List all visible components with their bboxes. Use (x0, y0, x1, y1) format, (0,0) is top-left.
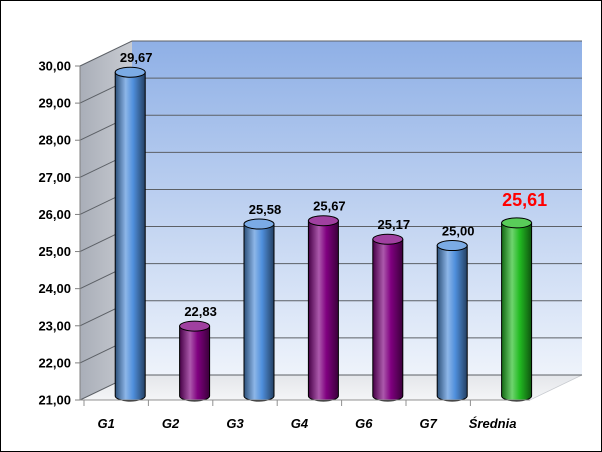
x-tick-label: G2 (162, 416, 180, 431)
bar-top (436, 240, 468, 252)
y-tick-label: 30,00 (38, 59, 71, 74)
y-tick-label: 27,00 (38, 170, 71, 185)
bar-body (307, 220, 339, 402)
bar-top (501, 217, 533, 229)
bar-body (372, 238, 404, 402)
bar-top (243, 218, 275, 230)
bar-G3 (243, 218, 275, 402)
data-label: 25,17 (378, 217, 411, 232)
bar-top (179, 320, 211, 332)
gridline (79, 40, 582, 67)
y-tick-label: 28,00 (38, 133, 71, 148)
bar-G6 (372, 233, 404, 402)
bar-body (114, 71, 146, 402)
x-axis: G1 G2 G3 G4 G6 G7 Średnia (80, 399, 530, 431)
data-label: 22,83 (184, 304, 217, 319)
y-tick-label: 24,00 (38, 281, 71, 296)
bar-top (114, 66, 146, 78)
y-tick-label: 22,00 (38, 355, 71, 370)
bar-G4 (307, 215, 339, 402)
x-tick-label: G4 (291, 416, 309, 431)
y-tick-label: 29,00 (38, 96, 71, 111)
bar-body (243, 223, 275, 402)
y-axis: 21,00 22,00 23,00 24,00 25,00 26,00 27,00 28,00… (38, 59, 81, 408)
y-tick-label: 21,00 (38, 393, 71, 408)
bar-body (436, 245, 468, 402)
x-tick-label: G6 (355, 416, 373, 431)
data-label: 25,58 (249, 202, 282, 217)
y-tick-label: 25,00 (38, 244, 71, 259)
data-label: 25,67 (313, 199, 346, 214)
data-label: 25,61 (502, 190, 547, 210)
bar-G2 (179, 320, 211, 402)
bar-top (372, 233, 404, 245)
x-tick-label: G1 (98, 416, 115, 431)
bar-top (307, 215, 339, 227)
x-tick-label: Średnia (469, 416, 517, 431)
bar-body (501, 222, 533, 402)
bar-Średnia (501, 217, 533, 402)
y-tick-label: 26,00 (38, 207, 71, 222)
bar-G7 (436, 240, 468, 402)
bars: 29,67 22,83 25,58 25,67 25,17 25,00 25,61 (114, 50, 547, 402)
data-label: 29,67 (120, 50, 153, 65)
bar-body (179, 325, 211, 402)
y-tick-label: 23,00 (38, 318, 71, 333)
data-label: 25,00 (442, 224, 475, 239)
x-tick-label: G3 (226, 416, 244, 431)
bar-G1 (114, 66, 146, 402)
x-tick-label: G7 (420, 416, 438, 431)
